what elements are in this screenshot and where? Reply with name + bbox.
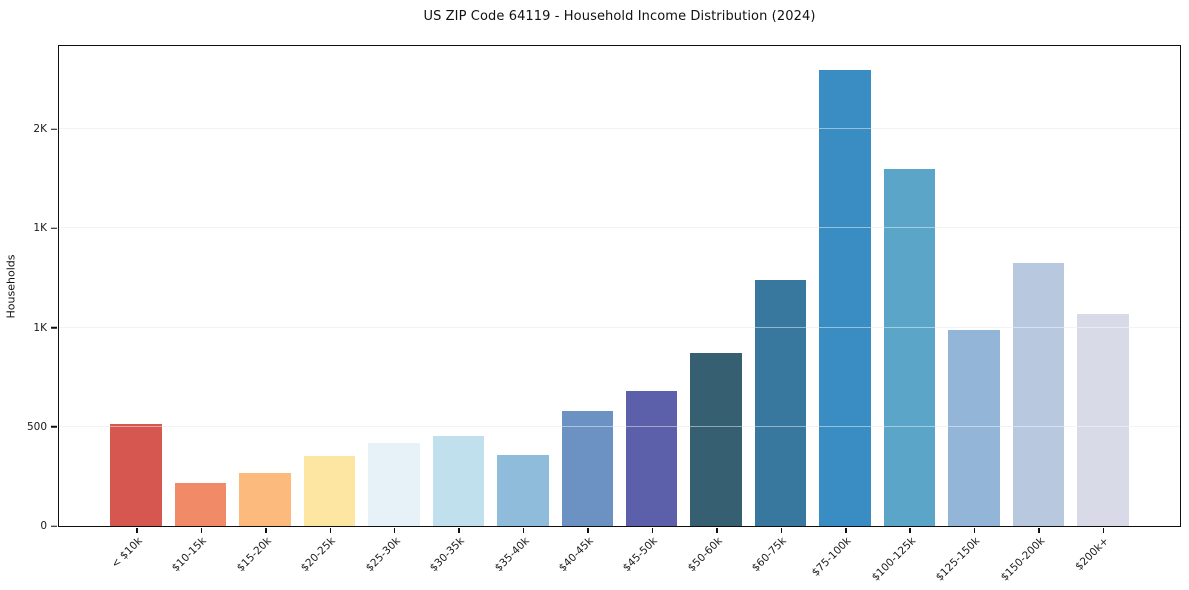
x-tick-label: $50-60k [685, 535, 725, 575]
bar [368, 442, 420, 526]
bar [239, 473, 291, 526]
gridline-overlay [59, 326, 1180, 328]
bar-slot: $50-60k [684, 46, 748, 574]
y-tick-label: 0 [40, 520, 47, 532]
bars-row: < $10k $10-15k $15-20k $20-25k $25-30k $30-35… [59, 46, 1180, 584]
bar [754, 280, 807, 526]
bar [948, 329, 1000, 526]
gridline [59, 128, 1180, 130]
gridline-overlay [59, 425, 1180, 427]
x-tick-mark [1038, 527, 1040, 533]
y-tick-label: 1K [33, 321, 47, 334]
x-tick-mark [200, 527, 203, 533]
bar-slot: $75-100k [810, 46, 877, 579]
y-axis-label: Households [4, 254, 18, 318]
y-tick-mark [51, 525, 57, 527]
y-tick-mark [51, 227, 57, 230]
bar [303, 455, 356, 526]
x-tick-mark [1102, 527, 1105, 533]
bar [174, 483, 227, 526]
x-tick-mark [265, 527, 267, 533]
bar [110, 423, 162, 526]
bar-slot: $60-75k [748, 46, 812, 574]
y-tick-label: 1K [33, 222, 47, 235]
x-tick-label: $75-100k [809, 535, 854, 579]
x-tick-label: $35-40k [492, 535, 532, 575]
x-tick-label: < $10k [109, 535, 145, 571]
x-tick-mark [651, 527, 654, 533]
bar [690, 353, 742, 526]
gridline [59, 425, 1180, 427]
bar [432, 435, 485, 526]
x-tick-mark [909, 527, 911, 533]
bar-slot: $150-200k [998, 46, 1070, 584]
bar-slot: < $10k [104, 46, 168, 571]
y-tick-mark [51, 128, 57, 131]
y-tick-label: 2K [33, 123, 47, 136]
bar-slot: $15-20k [233, 46, 297, 574]
x-tick-label: $40-45k [556, 535, 596, 575]
bar-slot: $20-25k [297, 46, 361, 574]
x-tick-label: $20-25k [298, 535, 339, 575]
bar [561, 410, 614, 526]
x-tick-mark [522, 527, 525, 533]
x-tick-mark [458, 527, 460, 533]
y-tick-label: 500 [26, 420, 47, 433]
bar-slot: $30-35k [426, 46, 490, 574]
y-tick-mark [51, 326, 57, 329]
x-tick-mark [587, 527, 589, 533]
gridline [59, 326, 1180, 328]
bar-slot: $100-125k [869, 46, 941, 584]
x-tick-label: $150-200k [998, 535, 1047, 584]
x-tick-label: $45-50k [621, 535, 661, 575]
bar [497, 454, 549, 526]
x-tick-mark [136, 527, 138, 533]
x-tick-label: $25-30k [363, 535, 403, 575]
x-tick-label: $10-15k [170, 535, 210, 575]
x-tick-label: $100-125k [869, 535, 918, 584]
bar-slot: $35-40k [491, 46, 555, 574]
gridline [59, 227, 1180, 229]
y-tick-mark [51, 426, 57, 428]
gridline-overlay [59, 128, 1180, 130]
bar [1077, 313, 1129, 526]
bar-slot: $40-45k [555, 46, 619, 574]
bar-slot: $10-15k [168, 46, 232, 574]
plot-area: < $10k $10-15k $15-20k $20-25k $25-30k $30-35… [27, 45, 1181, 584]
bar-slot: $200k+ [1071, 46, 1135, 573]
x-tick-label: $15-20k [234, 535, 274, 575]
gridline-overlay [59, 227, 1180, 229]
bar [819, 69, 871, 526]
bar-slot: $25-30k [362, 46, 426, 574]
bar [1012, 263, 1065, 526]
x-tick-mark [716, 527, 718, 533]
x-tick-mark [845, 527, 847, 533]
x-tick-mark [329, 527, 332, 533]
chart-title: US ZIP Code 64119 - Household Income Dis… [423, 9, 816, 24]
x-tick-label: $125-150k [933, 535, 983, 584]
bar-slot: $125-150k [934, 46, 1006, 584]
x-tick-label: $60-75k [749, 535, 790, 575]
x-tick-label: $200k+ [1073, 535, 1112, 573]
bar-slot: $45-50k [620, 46, 684, 574]
bar [625, 391, 678, 526]
x-tick-mark [780, 527, 783, 533]
bar [883, 168, 936, 526]
x-tick-label: $30-35k [427, 535, 467, 575]
x-tick-mark [973, 527, 976, 533]
y-axis-label-wrap: Households [2, 45, 20, 527]
x-tick-mark [393, 527, 396, 533]
